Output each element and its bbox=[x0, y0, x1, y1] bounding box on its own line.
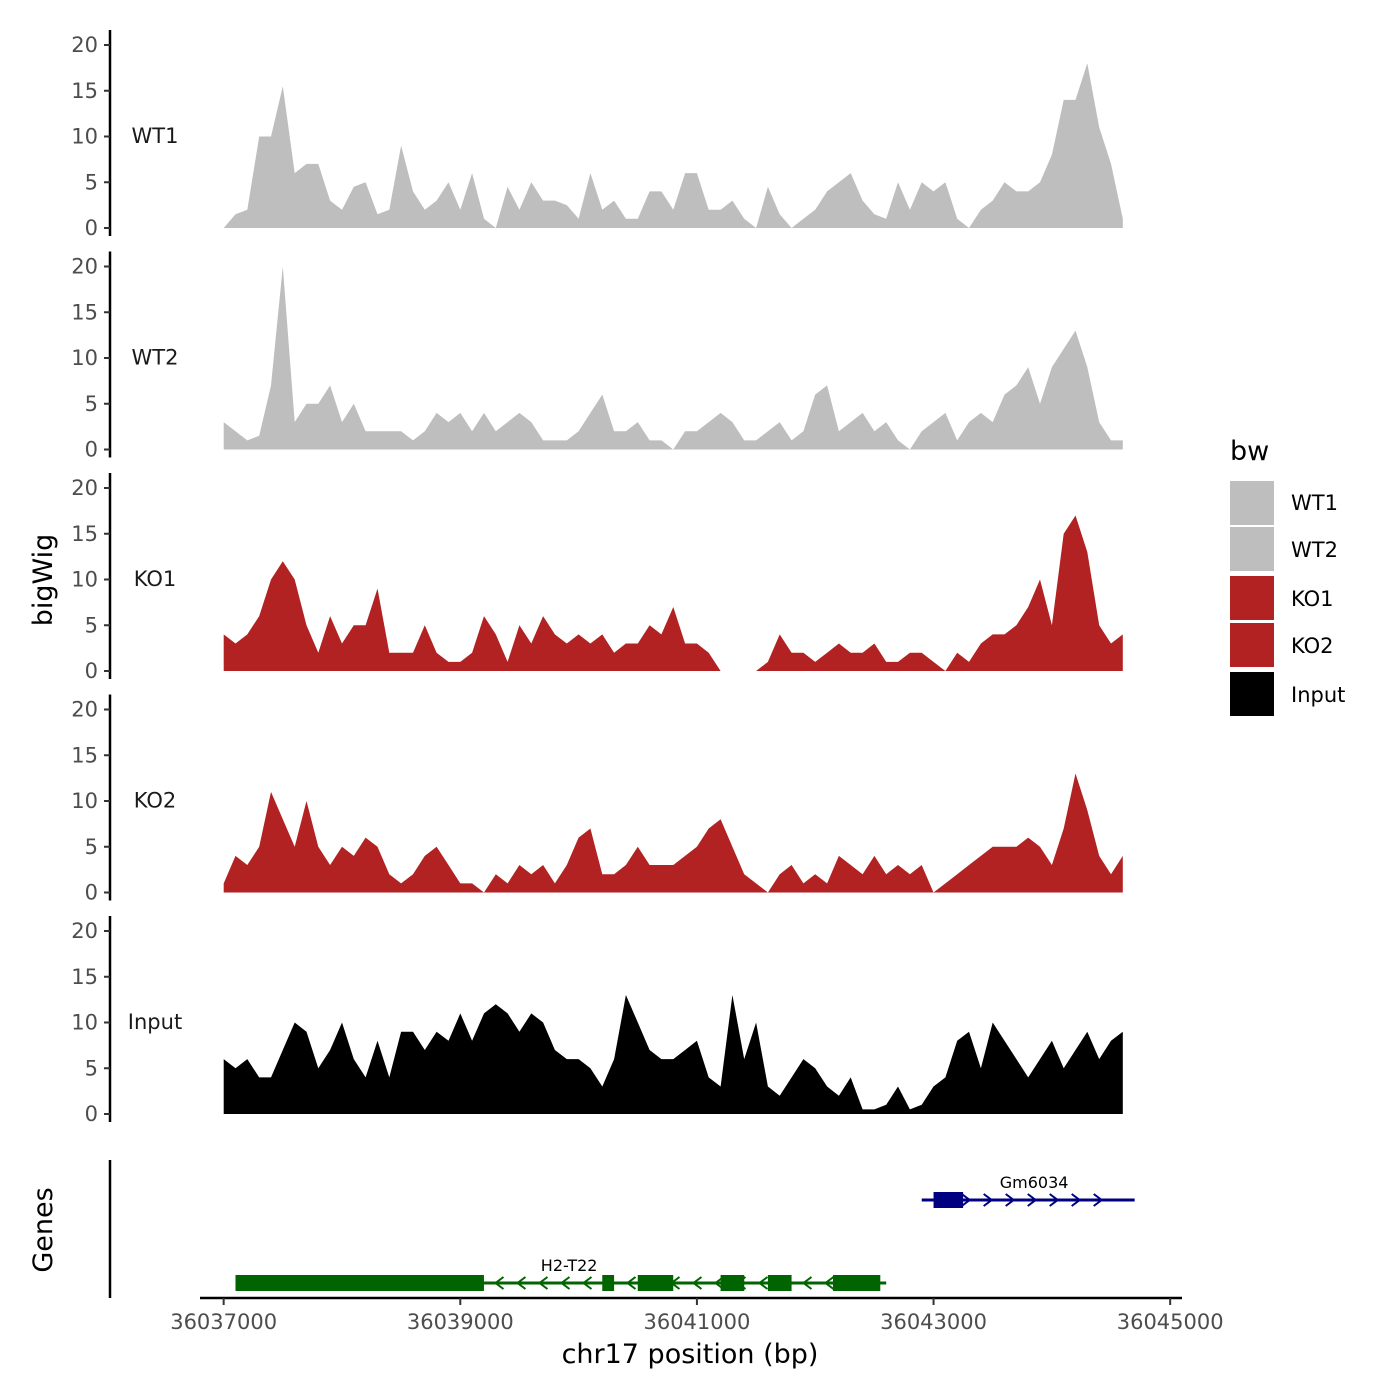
y-tick-label-ko2-10: 10 bbox=[71, 789, 98, 813]
strand-chevron-h2-t22 bbox=[581, 1276, 593, 1290]
strand-chevron-h2-t22 bbox=[515, 1276, 527, 1290]
y-tick-label-ko1-15: 15 bbox=[71, 522, 98, 546]
coverage-tracks: 0 5 10 15 20 WT1 0 5 10 15 20 WT2 0 5 10 15 20 KO1 0 5 10 15 2… bbox=[71, 30, 1123, 1126]
y-tick-label-wt1-5: 5 bbox=[85, 170, 98, 194]
strand-chevron-h2-t22 bbox=[691, 1276, 703, 1290]
coverage-area-ko2 bbox=[223, 773, 1123, 893]
legend-label-input: Input bbox=[1291, 683, 1345, 707]
y-tick-label-input-15: 15 bbox=[71, 965, 98, 989]
legend-title: bw bbox=[1230, 436, 1269, 467]
gene-label-h2-t22: H2-T22 bbox=[541, 1256, 598, 1275]
gene-label-gm6034: Gm6034 bbox=[1000, 1173, 1069, 1192]
legend-label-ko1: KO1 bbox=[1291, 587, 1334, 611]
track-label-input: Input bbox=[128, 1010, 182, 1034]
strand-chevron-gm6034 bbox=[1093, 1193, 1104, 1207]
strand-chevron-h2-t22 bbox=[823, 1276, 835, 1290]
y-tick-label-wt2-15: 15 bbox=[71, 300, 98, 324]
x-tick-label-36043000: 36043000 bbox=[880, 1310, 987, 1334]
track-label-ko1: KO1 bbox=[134, 567, 177, 591]
exon-h2-t22-1 bbox=[235, 1275, 484, 1291]
y-tick-label-ko1-10: 10 bbox=[71, 568, 98, 592]
y-tick-label-wt1-10: 10 bbox=[71, 125, 98, 149]
y-tick-label-ko2-0: 0 bbox=[85, 881, 98, 905]
strand-chevron-gm6034 bbox=[961, 1193, 972, 1207]
strand-chevron-gm6034 bbox=[1027, 1193, 1038, 1207]
x-axis-title: chr17 position (bp) bbox=[562, 1339, 819, 1370]
coverage-area-input bbox=[223, 995, 1123, 1114]
y-tick-label-wt1-20: 20 bbox=[71, 33, 98, 57]
legend-swatch-wt2 bbox=[1230, 527, 1274, 571]
y-tick-label-input-10: 10 bbox=[71, 1011, 98, 1035]
y-axis-title: bigWig bbox=[28, 534, 59, 627]
y-tick-label-wt2-0: 0 bbox=[85, 438, 98, 462]
track-ko2: 0 5 10 15 20 KO2 bbox=[71, 694, 1123, 905]
y-tick-label-wt2-5: 5 bbox=[85, 392, 98, 416]
track-wt2: 0 5 10 15 20 WT2 bbox=[71, 251, 1123, 462]
strand-chevron-h2-t22 bbox=[559, 1276, 571, 1290]
exon-h2-t22-5 bbox=[767, 1275, 792, 1291]
legend-swatch-wt1 bbox=[1230, 481, 1274, 525]
strand-chevron-h2-t22 bbox=[801, 1276, 813, 1290]
legend-label-ko2: KO2 bbox=[1291, 634, 1334, 658]
strand-chevron-gm6034 bbox=[983, 1193, 994, 1207]
track-label-wt1: WT1 bbox=[132, 124, 179, 148]
track-ko1: 0 5 10 15 20 KO1 bbox=[71, 473, 1123, 683]
strand-chevron-gm6034 bbox=[1049, 1193, 1060, 1207]
y-tick-label-ko2-15: 15 bbox=[71, 743, 98, 767]
track-label-wt2: WT2 bbox=[132, 346, 179, 370]
strand-chevron-h2-t22 bbox=[757, 1276, 769, 1290]
track-wt1: 0 5 10 15 20 WT1 bbox=[71, 30, 1123, 240]
x-tick-label-36045000: 36045000 bbox=[1117, 1310, 1224, 1334]
legend-label-wt2: WT2 bbox=[1291, 538, 1338, 562]
legend-swatch-ko2 bbox=[1230, 623, 1274, 667]
x-tick-label-36037000: 36037000 bbox=[170, 1310, 277, 1334]
x-tick-label-36039000: 36039000 bbox=[407, 1310, 514, 1334]
legend: bw WT1 WT2 KO1 KO2 Input bbox=[1230, 436, 1345, 716]
y-tick-label-wt2-20: 20 bbox=[71, 255, 98, 279]
x-axis: 36037000 36039000 36041000 36043000 36045000 bbox=[170, 1296, 1224, 1334]
coverage-area-wt2 bbox=[223, 266, 1123, 450]
y-tick-label-wt1-0: 0 bbox=[85, 216, 98, 240]
track-input: 0 5 10 15 20 Input bbox=[71, 916, 1123, 1126]
strand-chevron-h2-t22 bbox=[493, 1276, 505, 1290]
strand-chevron-gm6034 bbox=[1005, 1193, 1016, 1207]
y-tick-label-input-20: 20 bbox=[71, 919, 98, 943]
y-tick-label-ko2-5: 5 bbox=[85, 835, 98, 859]
exon-h2-t22-3 bbox=[637, 1275, 674, 1291]
y-tick-label-ko1-5: 5 bbox=[85, 613, 98, 637]
gene-panel-title: Genes bbox=[28, 1187, 59, 1272]
x-tick-label-36041000: 36041000 bbox=[643, 1310, 750, 1334]
track-label-ko2: KO2 bbox=[134, 789, 177, 813]
legend-swatch-input bbox=[1230, 672, 1274, 716]
exon-gm6034-1 bbox=[933, 1192, 964, 1208]
y-tick-label-ko1-0: 0 bbox=[85, 659, 98, 683]
gene-track: H2-T22 Gm6034 bbox=[108, 1160, 1135, 1298]
exon-h2-t22-2 bbox=[602, 1275, 615, 1291]
exon-h2-t22-6 bbox=[832, 1275, 881, 1291]
y-tick-label-ko1-20: 20 bbox=[71, 476, 98, 500]
strand-chevron-gm6034 bbox=[1071, 1193, 1082, 1207]
legend-swatch-ko1 bbox=[1230, 576, 1274, 620]
y-tick-label-input-0: 0 bbox=[85, 1102, 98, 1126]
coverage-area-wt1 bbox=[223, 63, 1123, 228]
y-tick-label-wt1-15: 15 bbox=[71, 79, 98, 103]
y-tick-label-input-5: 5 bbox=[85, 1056, 98, 1080]
gene-gm6034: Gm6034 bbox=[921, 1173, 1135, 1208]
legend-label-wt1: WT1 bbox=[1291, 491, 1338, 515]
strand-chevron-h2-t22 bbox=[537, 1276, 549, 1290]
exon-h2-t22-4 bbox=[720, 1275, 745, 1291]
y-tick-label-wt2-10: 10 bbox=[71, 346, 98, 370]
coverage-area-ko1 bbox=[223, 515, 1123, 671]
y-tick-label-ko2-20: 20 bbox=[71, 698, 98, 722]
strand-chevron-h2-t22 bbox=[625, 1276, 637, 1290]
gene-h2-t22: H2-T22 bbox=[235, 1256, 887, 1291]
